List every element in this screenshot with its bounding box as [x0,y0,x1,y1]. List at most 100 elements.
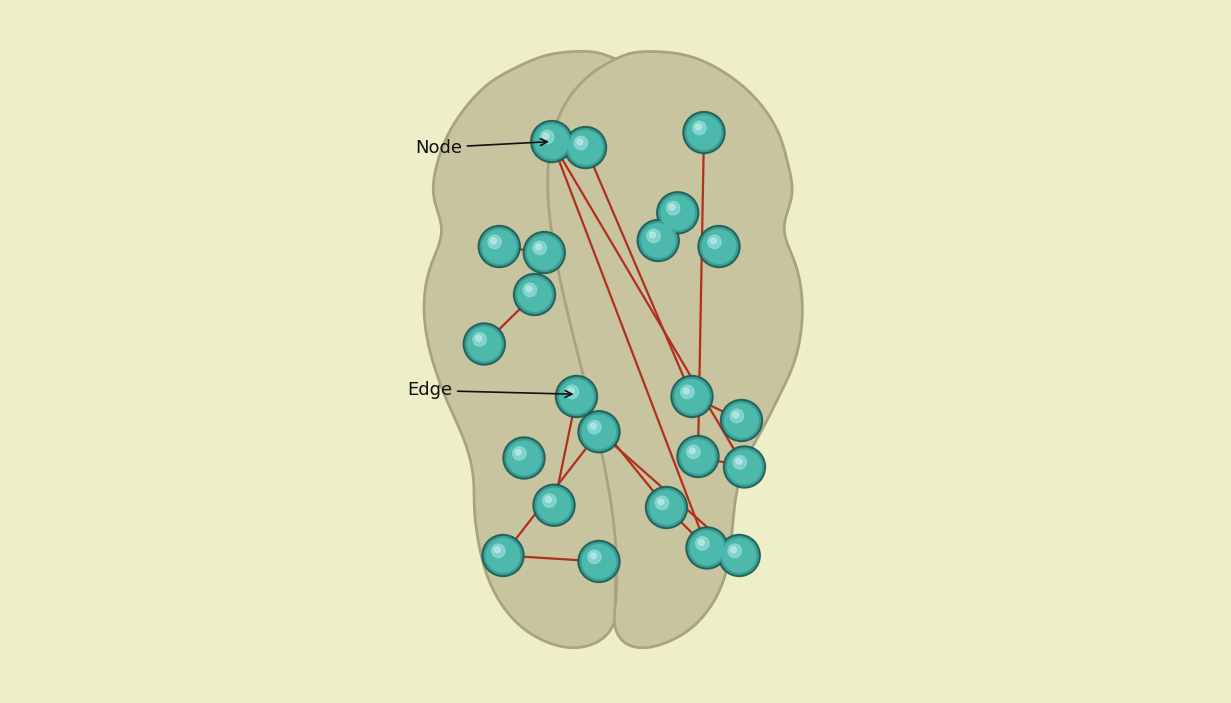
Circle shape [687,445,700,458]
Polygon shape [423,51,687,647]
Circle shape [574,136,587,150]
Circle shape [641,224,675,257]
Polygon shape [548,51,803,647]
Circle shape [555,375,597,418]
Circle shape [465,325,503,363]
Circle shape [580,543,618,581]
Text: Node: Node [415,138,547,157]
Circle shape [537,489,571,522]
Circle shape [516,449,521,456]
Circle shape [518,278,551,311]
Circle shape [696,536,709,550]
Circle shape [671,375,713,418]
Circle shape [673,378,710,415]
Circle shape [527,236,561,269]
Circle shape [696,124,702,130]
Circle shape [579,411,620,453]
Circle shape [675,380,709,413]
Circle shape [683,388,689,394]
Circle shape [463,323,505,365]
Circle shape [681,385,694,399]
Circle shape [526,233,563,271]
Circle shape [723,538,756,572]
Circle shape [545,496,551,503]
Circle shape [486,538,519,572]
Circle shape [475,335,481,341]
Circle shape [566,129,604,167]
Circle shape [587,420,601,434]
Circle shape [666,202,680,215]
Circle shape [473,333,486,346]
Circle shape [567,388,574,394]
Circle shape [503,437,545,479]
Circle shape [681,439,715,473]
Circle shape [650,491,683,524]
Circle shape [698,226,740,268]
Circle shape [720,399,762,441]
Circle shape [725,448,763,486]
Circle shape [535,244,542,250]
Circle shape [731,547,736,553]
Circle shape [691,531,724,565]
Circle shape [700,228,737,266]
Circle shape [688,529,726,567]
Circle shape [723,401,761,439]
Circle shape [645,486,687,529]
Circle shape [728,544,741,557]
Circle shape [693,121,707,135]
Circle shape [720,536,758,574]
Circle shape [579,541,620,583]
Circle shape [468,327,501,361]
Circle shape [639,221,677,259]
Circle shape [483,230,516,264]
Circle shape [657,192,699,234]
Circle shape [480,228,518,266]
Circle shape [507,441,540,475]
Circle shape [650,232,656,238]
Circle shape [533,484,575,527]
Circle shape [565,127,607,169]
Circle shape [648,489,686,527]
Circle shape [580,413,618,451]
Circle shape [686,527,728,569]
Circle shape [724,446,766,488]
Circle shape [718,534,761,576]
Circle shape [569,131,602,165]
Circle shape [689,448,696,453]
Circle shape [728,450,761,484]
Circle shape [648,229,660,243]
Circle shape [582,415,616,449]
Circle shape [657,499,664,505]
Circle shape [565,385,579,399]
Circle shape [702,230,736,264]
Circle shape [725,404,758,437]
Circle shape [535,124,569,158]
Circle shape [638,219,680,262]
Circle shape [533,241,547,254]
Circle shape [591,423,596,429]
Circle shape [523,283,537,297]
Circle shape [505,439,543,477]
Circle shape [661,196,694,230]
Circle shape [487,236,501,249]
Circle shape [698,539,704,546]
Circle shape [732,412,739,418]
Circle shape [659,194,697,232]
Circle shape [543,494,556,508]
Circle shape [560,380,593,413]
Circle shape [535,486,572,524]
Circle shape [686,114,723,151]
Circle shape [680,437,716,475]
Circle shape [516,276,554,314]
Circle shape [655,496,668,510]
Circle shape [491,544,505,557]
Circle shape [523,231,565,273]
Circle shape [677,435,719,477]
Circle shape [543,133,549,138]
Circle shape [730,409,744,423]
Circle shape [558,378,596,415]
Circle shape [591,553,596,559]
Circle shape [513,273,555,316]
Circle shape [484,536,522,574]
Circle shape [582,545,616,579]
